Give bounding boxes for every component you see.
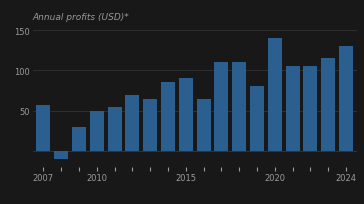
Bar	[304, 67, 317, 151]
Bar	[197, 99, 211, 151]
Bar	[339, 47, 353, 151]
Bar	[72, 127, 86, 151]
Bar	[36, 105, 50, 151]
Bar	[126, 95, 139, 151]
Bar	[90, 111, 104, 151]
Bar	[161, 83, 175, 151]
Bar	[54, 151, 68, 159]
Bar	[250, 87, 264, 151]
Bar	[179, 79, 193, 151]
Bar	[108, 107, 122, 151]
Bar	[214, 63, 228, 151]
Text: Annual profits (USD)*: Annual profits (USD)*	[33, 13, 130, 22]
Bar	[286, 67, 300, 151]
Bar	[232, 63, 246, 151]
Bar	[143, 99, 157, 151]
Bar	[321, 59, 335, 151]
Bar	[268, 39, 282, 151]
